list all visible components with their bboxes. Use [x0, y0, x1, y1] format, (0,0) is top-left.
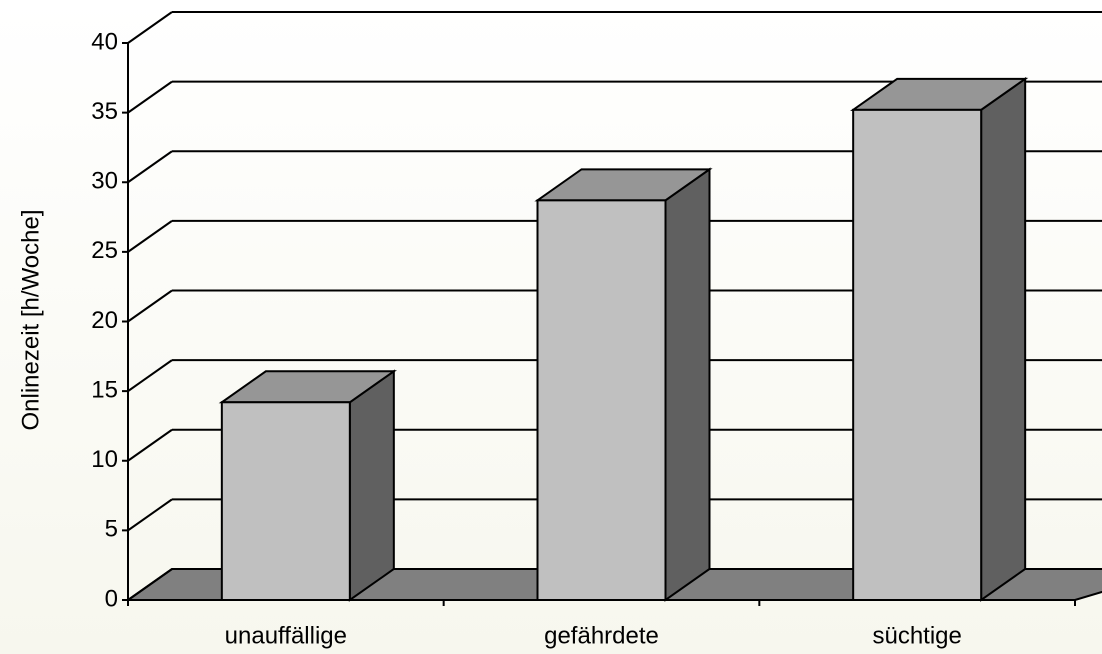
y-tick-label: 25 [91, 237, 118, 264]
y-axis-label: Onlinezeit [h/Woche] [17, 209, 44, 430]
bar-side [980, 76, 1027, 602]
grid-line [127, 150, 173, 184]
x-tick-label: unauffällige [225, 622, 347, 649]
x-tick-label: gefährdete [544, 622, 659, 649]
grid-line [127, 220, 173, 253]
grid-line [127, 568, 173, 601]
bar [536, 199, 667, 601]
bar [852, 108, 983, 601]
y-tick-label: 20 [91, 307, 118, 334]
grid-line [127, 80, 173, 114]
y-tick-label: 40 [91, 28, 118, 55]
grid-line [127, 359, 173, 392]
y-tick-label: 35 [91, 98, 118, 125]
y-tick-label: 30 [91, 168, 118, 195]
y-tick-label: 10 [91, 446, 118, 473]
y-tick-label: 5 [105, 516, 118, 543]
grid-line [127, 289, 173, 323]
grid-line [127, 498, 173, 532]
grid-line [127, 428, 173, 462]
bar-side [664, 167, 711, 602]
x-tick-label: süchtige [872, 622, 961, 649]
y-tick-label: 0 [105, 585, 118, 612]
bar [220, 401, 351, 602]
grid-line [127, 11, 173, 44]
y-tick-label: 15 [91, 376, 118, 403]
bar-side [348, 369, 395, 602]
